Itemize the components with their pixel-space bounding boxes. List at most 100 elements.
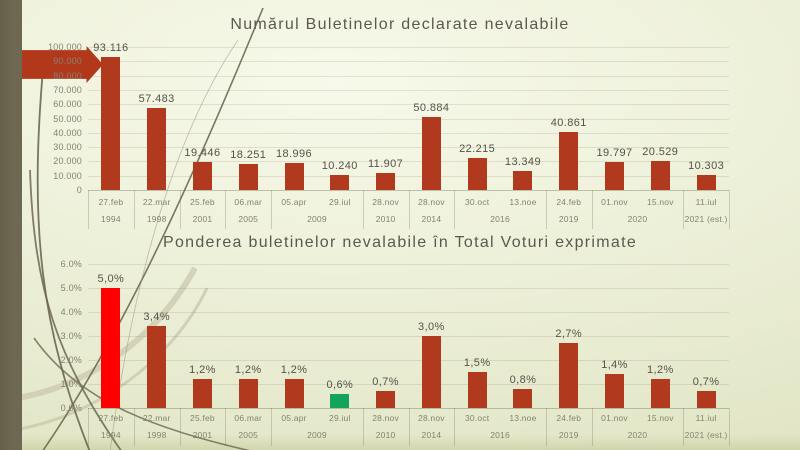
bar-value-label: 1,4% <box>601 359 628 372</box>
gridline <box>88 89 729 91</box>
gridline <box>88 147 729 149</box>
bar <box>101 288 121 408</box>
x-axis-date-label: 28.nov <box>372 197 399 207</box>
axis-separator <box>408 190 410 229</box>
y-axis-label: 0.0% <box>60 403 82 413</box>
x-axis-year-label: 2010 <box>375 430 396 440</box>
x-axis-year-label: 2021 (est.) <box>684 430 728 440</box>
gridline <box>88 264 729 265</box>
x-axis-year-label: 2005 <box>238 430 259 440</box>
chart-title: Numărul Buletinelor declarate nevalabile <box>230 16 570 33</box>
bar <box>147 326 167 408</box>
bar <box>696 391 716 408</box>
x-axis-date-label: 28.nov <box>372 413 399 423</box>
bar <box>467 158 487 190</box>
bar <box>330 393 350 408</box>
bar <box>330 175 350 190</box>
x-axis-date-label: 25.feb <box>190 413 215 423</box>
x-axis-line <box>88 190 729 191</box>
bar <box>559 131 579 190</box>
bar-value-label: 0,7% <box>692 376 720 389</box>
bar <box>559 343 579 408</box>
x-axis-year-label: 2009 <box>307 430 327 440</box>
gridline <box>88 161 729 163</box>
bar-value-label: 20.529 <box>642 145 679 158</box>
x-axis-date-label: 01.nov <box>601 413 628 423</box>
gridline <box>88 288 729 289</box>
bar-value-label: 0,6% <box>326 378 354 391</box>
x-axis-date-label: 13.noe <box>509 413 537 423</box>
x-axis-date-label: 11.iul <box>695 197 717 207</box>
x-axis-date-label: 13.noe <box>509 197 537 207</box>
gridline <box>88 118 729 120</box>
x-axis-year-label: 2020 <box>627 214 648 224</box>
bar-value-label: 19.797 <box>596 146 633 159</box>
bar-value-label: 2,7% <box>555 328 583 341</box>
bar <box>421 336 441 408</box>
bar-value-label: 40.861 <box>550 116 587 129</box>
bar-value-label: 13.349 <box>504 155 541 168</box>
x-axis-year-label: 2014 <box>421 430 442 440</box>
bar <box>467 372 487 408</box>
axis-separator <box>545 190 547 229</box>
x-axis-date-label: 01.nov <box>601 197 628 207</box>
bar <box>513 170 533 190</box>
y-axis-label: 6.0% <box>60 259 82 269</box>
axis-separator <box>591 190 593 229</box>
x-axis-date-label: 05.apr <box>281 413 307 423</box>
x-axis-date-label: 29.iul <box>329 413 351 423</box>
x-axis-year-label: 2010 <box>375 214 396 224</box>
bar-value-label: 1,2% <box>280 364 308 377</box>
axis-separator <box>271 408 273 446</box>
bar-value-label: 5,0% <box>97 273 125 285</box>
x-axis-year-label: 2016 <box>490 214 510 224</box>
bar-value-label: 50.884 <box>413 102 450 115</box>
bar <box>605 161 625 190</box>
bar-value-label: 18.996 <box>276 147 313 160</box>
x-axis-date-label: 27.feb <box>98 413 124 423</box>
bar <box>376 172 396 190</box>
left-accent-bar <box>0 0 22 450</box>
axis-separator <box>454 408 456 446</box>
x-axis-date-label: 30.oct <box>464 197 490 207</box>
bar <box>284 162 304 190</box>
x-axis-year-label: 2014 <box>421 214 442 224</box>
bar <box>192 379 212 408</box>
x-axis-year-label: 2009 <box>307 214 327 224</box>
gridline <box>88 384 729 385</box>
x-axis-line <box>88 408 729 409</box>
bar <box>696 175 716 190</box>
gridline <box>88 132 729 134</box>
x-axis-date-label: 11.iul <box>695 413 717 423</box>
x-axis-date-label: 22.mar <box>142 413 171 423</box>
bar <box>421 117 441 190</box>
axis-separator <box>454 190 456 229</box>
gridline <box>88 47 729 48</box>
x-axis-year-label: 2019 <box>558 430 579 440</box>
bar <box>513 388 533 408</box>
y-axis-label: 5.0% <box>60 283 82 293</box>
axis-separator <box>271 190 273 229</box>
bar-value-label: 22.215 <box>459 143 496 156</box>
gridline <box>88 336 729 337</box>
gridline <box>88 360 729 361</box>
x-axis-year-label: 1994 <box>101 430 121 440</box>
bar <box>650 379 670 408</box>
gridline <box>88 312 729 313</box>
axis-separator <box>729 190 730 229</box>
axis-separator <box>408 408 410 446</box>
x-axis-year-label: 2021 (est.) <box>684 214 728 224</box>
y-axis-label: 2.0% <box>60 355 82 365</box>
chart-title: Ponderea buletinelor nevalabile în Total… <box>162 234 638 251</box>
x-axis-date-label: 24.feb <box>556 197 582 207</box>
bar <box>238 379 258 408</box>
y-axis-label: 1.0% <box>60 379 82 389</box>
bar <box>650 160 670 190</box>
x-axis-date-label: 05.apr <box>281 197 307 207</box>
bar <box>284 379 304 408</box>
axis-separator <box>683 190 685 229</box>
bar-value-label: 10.303 <box>688 160 725 173</box>
x-axis-date-label: 28.nov <box>418 197 445 207</box>
x-axis-date-label: 29.iul <box>329 197 351 207</box>
axis-separator <box>683 408 685 446</box>
